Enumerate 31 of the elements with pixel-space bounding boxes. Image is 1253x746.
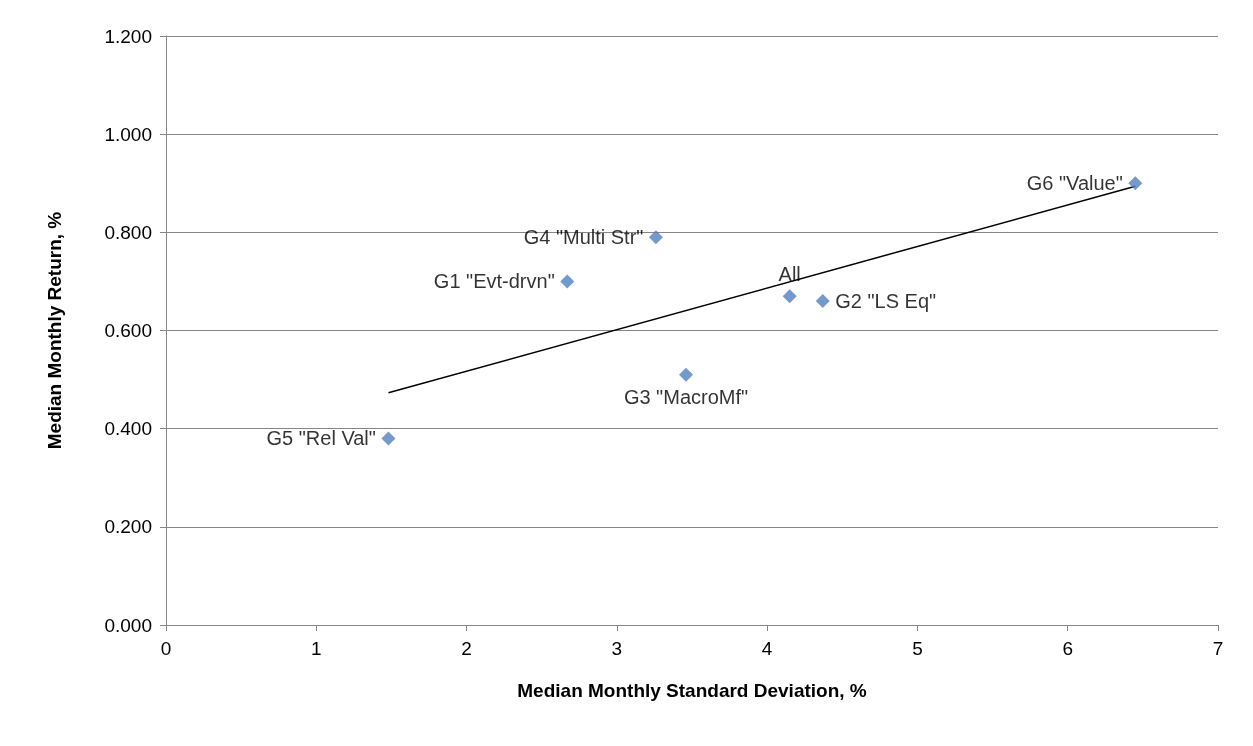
y-tick-label: 0.600 [104,320,152,341]
x-tick-label: 0 [160,638,172,659]
x-tick-label: 7 [1212,638,1224,659]
annotation: G5 "Rel Val" [266,427,376,450]
annotation: G4 "Multi Str" [523,226,644,249]
x-tick-label: 4 [761,638,773,659]
y-tick-label: 1.000 [104,123,152,145]
point [678,367,693,382]
point [782,289,797,304]
y-tick-label: 0.800 [104,221,152,243]
point [815,294,830,309]
point [1128,176,1143,191]
x-tick-label: 5 [912,638,923,659]
y-tick-label: 0.400 [104,418,152,440]
annotation: G6 "Value" [1026,172,1123,195]
annotation: G1 "Evt-drvn" [433,270,555,293]
x-tick-label: 1 [311,638,322,659]
y-tick-label: 0.000 [104,614,152,636]
point [381,431,396,446]
point [648,230,663,245]
y-tick-label: 0.200 [104,516,152,538]
annotation: All [778,262,801,285]
annotation: G3 "MacroMf" [623,386,749,409]
y-axis-title: Median Monthly Return, % [44,211,65,450]
x-axis-title: Median Monthly Standard Deviation, % [517,680,867,701]
point [560,274,575,289]
x-tick-label: 3 [611,638,623,659]
y-tick-label: 1.200 [104,25,152,47]
annotation: G2 "LS Eq" [835,290,937,313]
x-tick-label: 2 [461,638,472,659]
x-tick-label: 6 [1062,638,1073,659]
